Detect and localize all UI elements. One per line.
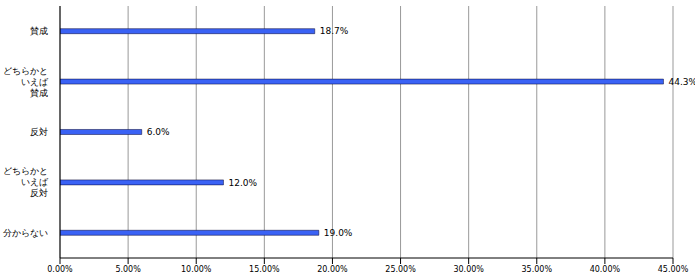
svg-text:反対: 反対	[30, 127, 48, 137]
svg-text:45.00%: 45.00%	[658, 265, 687, 274]
svg-text:18.7%: 18.7%	[320, 26, 349, 36]
svg-text:6.0%: 6.0%	[147, 127, 170, 137]
svg-text:15.00%: 15.00%	[249, 265, 280, 274]
svg-text:0.00%: 0.00%	[47, 265, 73, 274]
svg-text:賛成: 賛成	[30, 26, 48, 36]
svg-text:35.00%: 35.00%	[522, 265, 553, 274]
svg-text:19.0%: 19.0%	[324, 228, 353, 238]
svg-text:25.00%: 25.00%	[385, 265, 416, 274]
svg-text:どちらかといえば賛成: どちらかといえば賛成	[8, 65, 49, 97]
svg-text:どちらかといえば反対: どちらかといえば反対	[8, 166, 49, 198]
svg-text:12.0%: 12.0%	[228, 178, 257, 188]
svg-text:10.00%: 10.00%	[181, 265, 212, 274]
svg-text:30.00%: 30.00%	[453, 265, 484, 274]
svg-text:44.3%: 44.3%	[668, 77, 687, 87]
svg-text:分からない: 分からない	[8, 227, 48, 237]
svg-text:40.00%: 40.00%	[590, 265, 621, 274]
svg-text:20.00%: 20.00%	[317, 265, 348, 274]
svg-text:5.00%: 5.00%	[115, 265, 141, 274]
